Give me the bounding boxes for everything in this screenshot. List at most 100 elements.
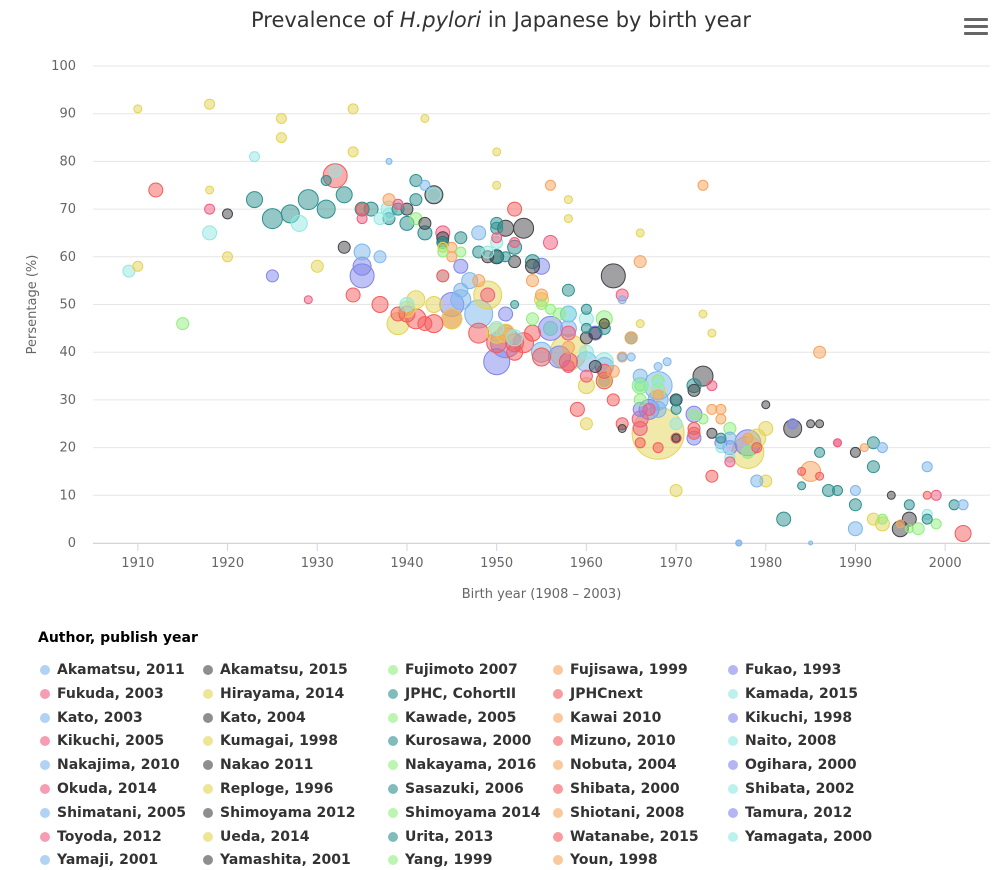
bubble[interactable] (808, 540, 814, 546)
bubble[interactable] (876, 442, 888, 454)
bubble[interactable] (715, 403, 727, 415)
bubble[interactable] (297, 189, 319, 211)
bubble[interactable] (385, 157, 393, 165)
legend-item[interactable]: Hirayama, 2014 (201, 684, 344, 704)
bubble[interactable] (606, 364, 620, 378)
legend-item[interactable]: Kato, 2004 (201, 708, 306, 728)
bubble[interactable] (249, 151, 260, 163)
bubble[interactable] (481, 245, 495, 259)
legend-item[interactable]: Okuda, 2014 (38, 779, 157, 799)
bubble[interactable] (275, 113, 287, 124)
bubble[interactable] (741, 445, 755, 459)
legend-item[interactable]: JPHCnext (551, 684, 643, 704)
bubble[interactable] (954, 525, 972, 542)
bubble[interactable] (787, 418, 799, 430)
bubble[interactable] (508, 255, 522, 269)
bubble[interactable] (390, 306, 406, 322)
bubble[interactable] (472, 274, 486, 288)
bubble[interactable] (122, 264, 136, 278)
bubble[interactable] (633, 393, 647, 407)
hamburger-menu-icon[interactable] (964, 18, 988, 38)
bubble[interactable] (506, 329, 524, 347)
legend-item[interactable]: Shiotani, 2008 (551, 803, 685, 823)
bubble[interactable] (624, 331, 638, 345)
bubble[interactable] (356, 213, 368, 225)
bubble[interactable] (436, 269, 450, 283)
bubble[interactable] (417, 316, 433, 332)
bubble[interactable] (316, 199, 336, 219)
bubble[interactable] (921, 461, 933, 473)
bubble[interactable] (706, 380, 718, 392)
bubble[interactable] (303, 295, 313, 305)
legend-item[interactable]: Kurosawa, 2000 (386, 731, 531, 751)
bubble[interactable] (957, 499, 969, 511)
bubble[interactable] (176, 317, 190, 331)
bubble[interactable] (563, 214, 573, 224)
bubble[interactable] (222, 208, 233, 220)
bubble[interactable] (290, 214, 308, 232)
bubble[interactable] (697, 413, 709, 425)
legend-item[interactable]: Yamashita, 2001 (201, 850, 351, 870)
bubble[interactable] (617, 352, 627, 362)
bubble[interactable] (426, 187, 442, 203)
bubble[interactable] (507, 201, 523, 217)
legend-item[interactable]: Kamada, 2015 (726, 684, 858, 704)
bubble[interactable] (849, 485, 861, 496)
bubble[interactable] (246, 191, 263, 209)
bubble[interactable] (735, 539, 743, 547)
legend-item[interactable]: Kawai 2010 (551, 708, 661, 728)
legend-item[interactable]: Shimoyama 2012 (201, 803, 356, 823)
bubble[interactable] (724, 456, 736, 468)
bubble[interactable] (813, 345, 827, 359)
legend-item[interactable]: Yang, 1999 (386, 850, 492, 870)
bubble[interactable] (563, 195, 573, 205)
legend-item[interactable]: Fukao, 1993 (726, 660, 841, 680)
bubble[interactable] (930, 489, 942, 501)
bubble[interactable] (491, 232, 503, 244)
bubble[interactable] (420, 114, 430, 123)
bubble[interactable] (471, 225, 487, 241)
bubble[interactable] (866, 436, 880, 450)
bubble[interactable] (425, 296, 443, 313)
bubble[interactable] (524, 324, 541, 342)
bubble[interactable] (392, 198, 404, 210)
legend-item[interactable]: Fujimoto 2007 (386, 660, 518, 680)
bubble[interactable] (922, 490, 932, 500)
legend-item[interactable]: Kato, 2003 (38, 708, 143, 728)
bubble[interactable] (833, 438, 842, 448)
bubble[interactable] (513, 217, 535, 239)
bubble[interactable] (545, 303, 556, 315)
bubble[interactable] (310, 259, 324, 273)
bubble[interactable] (671, 433, 681, 443)
legend-item[interactable]: Fujisawa, 1999 (551, 660, 688, 680)
bubble[interactable] (532, 347, 551, 367)
bubble[interactable] (552, 307, 566, 321)
legend-item[interactable]: Fukuda, 2003 (38, 684, 164, 704)
bubble[interactable] (509, 237, 521, 248)
bubble[interactable] (633, 255, 647, 269)
bubble[interactable] (776, 511, 792, 527)
bubble[interactable] (814, 446, 826, 458)
bubble[interactable] (580, 303, 592, 315)
bubble[interactable] (409, 174, 423, 187)
bubble[interactable] (441, 308, 463, 330)
legend-item[interactable]: Mizuno, 2010 (551, 731, 676, 751)
bubble[interactable] (543, 320, 558, 336)
bubble[interactable] (561, 360, 575, 373)
bubble[interactable] (455, 246, 467, 258)
bubble[interactable] (876, 513, 888, 525)
legend-item[interactable]: Yamagata, 2000 (726, 827, 872, 847)
bubble[interactable] (132, 260, 144, 272)
bubble[interactable] (669, 417, 683, 431)
bubble[interactable] (347, 103, 359, 115)
legend-item[interactable]: Toyoda, 2012 (38, 827, 162, 847)
bubble[interactable] (697, 179, 709, 191)
bubble[interactable] (437, 246, 449, 258)
bubble[interactable] (617, 295, 627, 305)
bubble[interactable] (578, 344, 594, 360)
bubble[interactable] (204, 203, 216, 215)
bubble[interactable] (634, 380, 646, 392)
bubble[interactable] (561, 283, 575, 297)
bubble[interactable] (751, 442, 763, 454)
bubble[interactable] (492, 147, 502, 157)
